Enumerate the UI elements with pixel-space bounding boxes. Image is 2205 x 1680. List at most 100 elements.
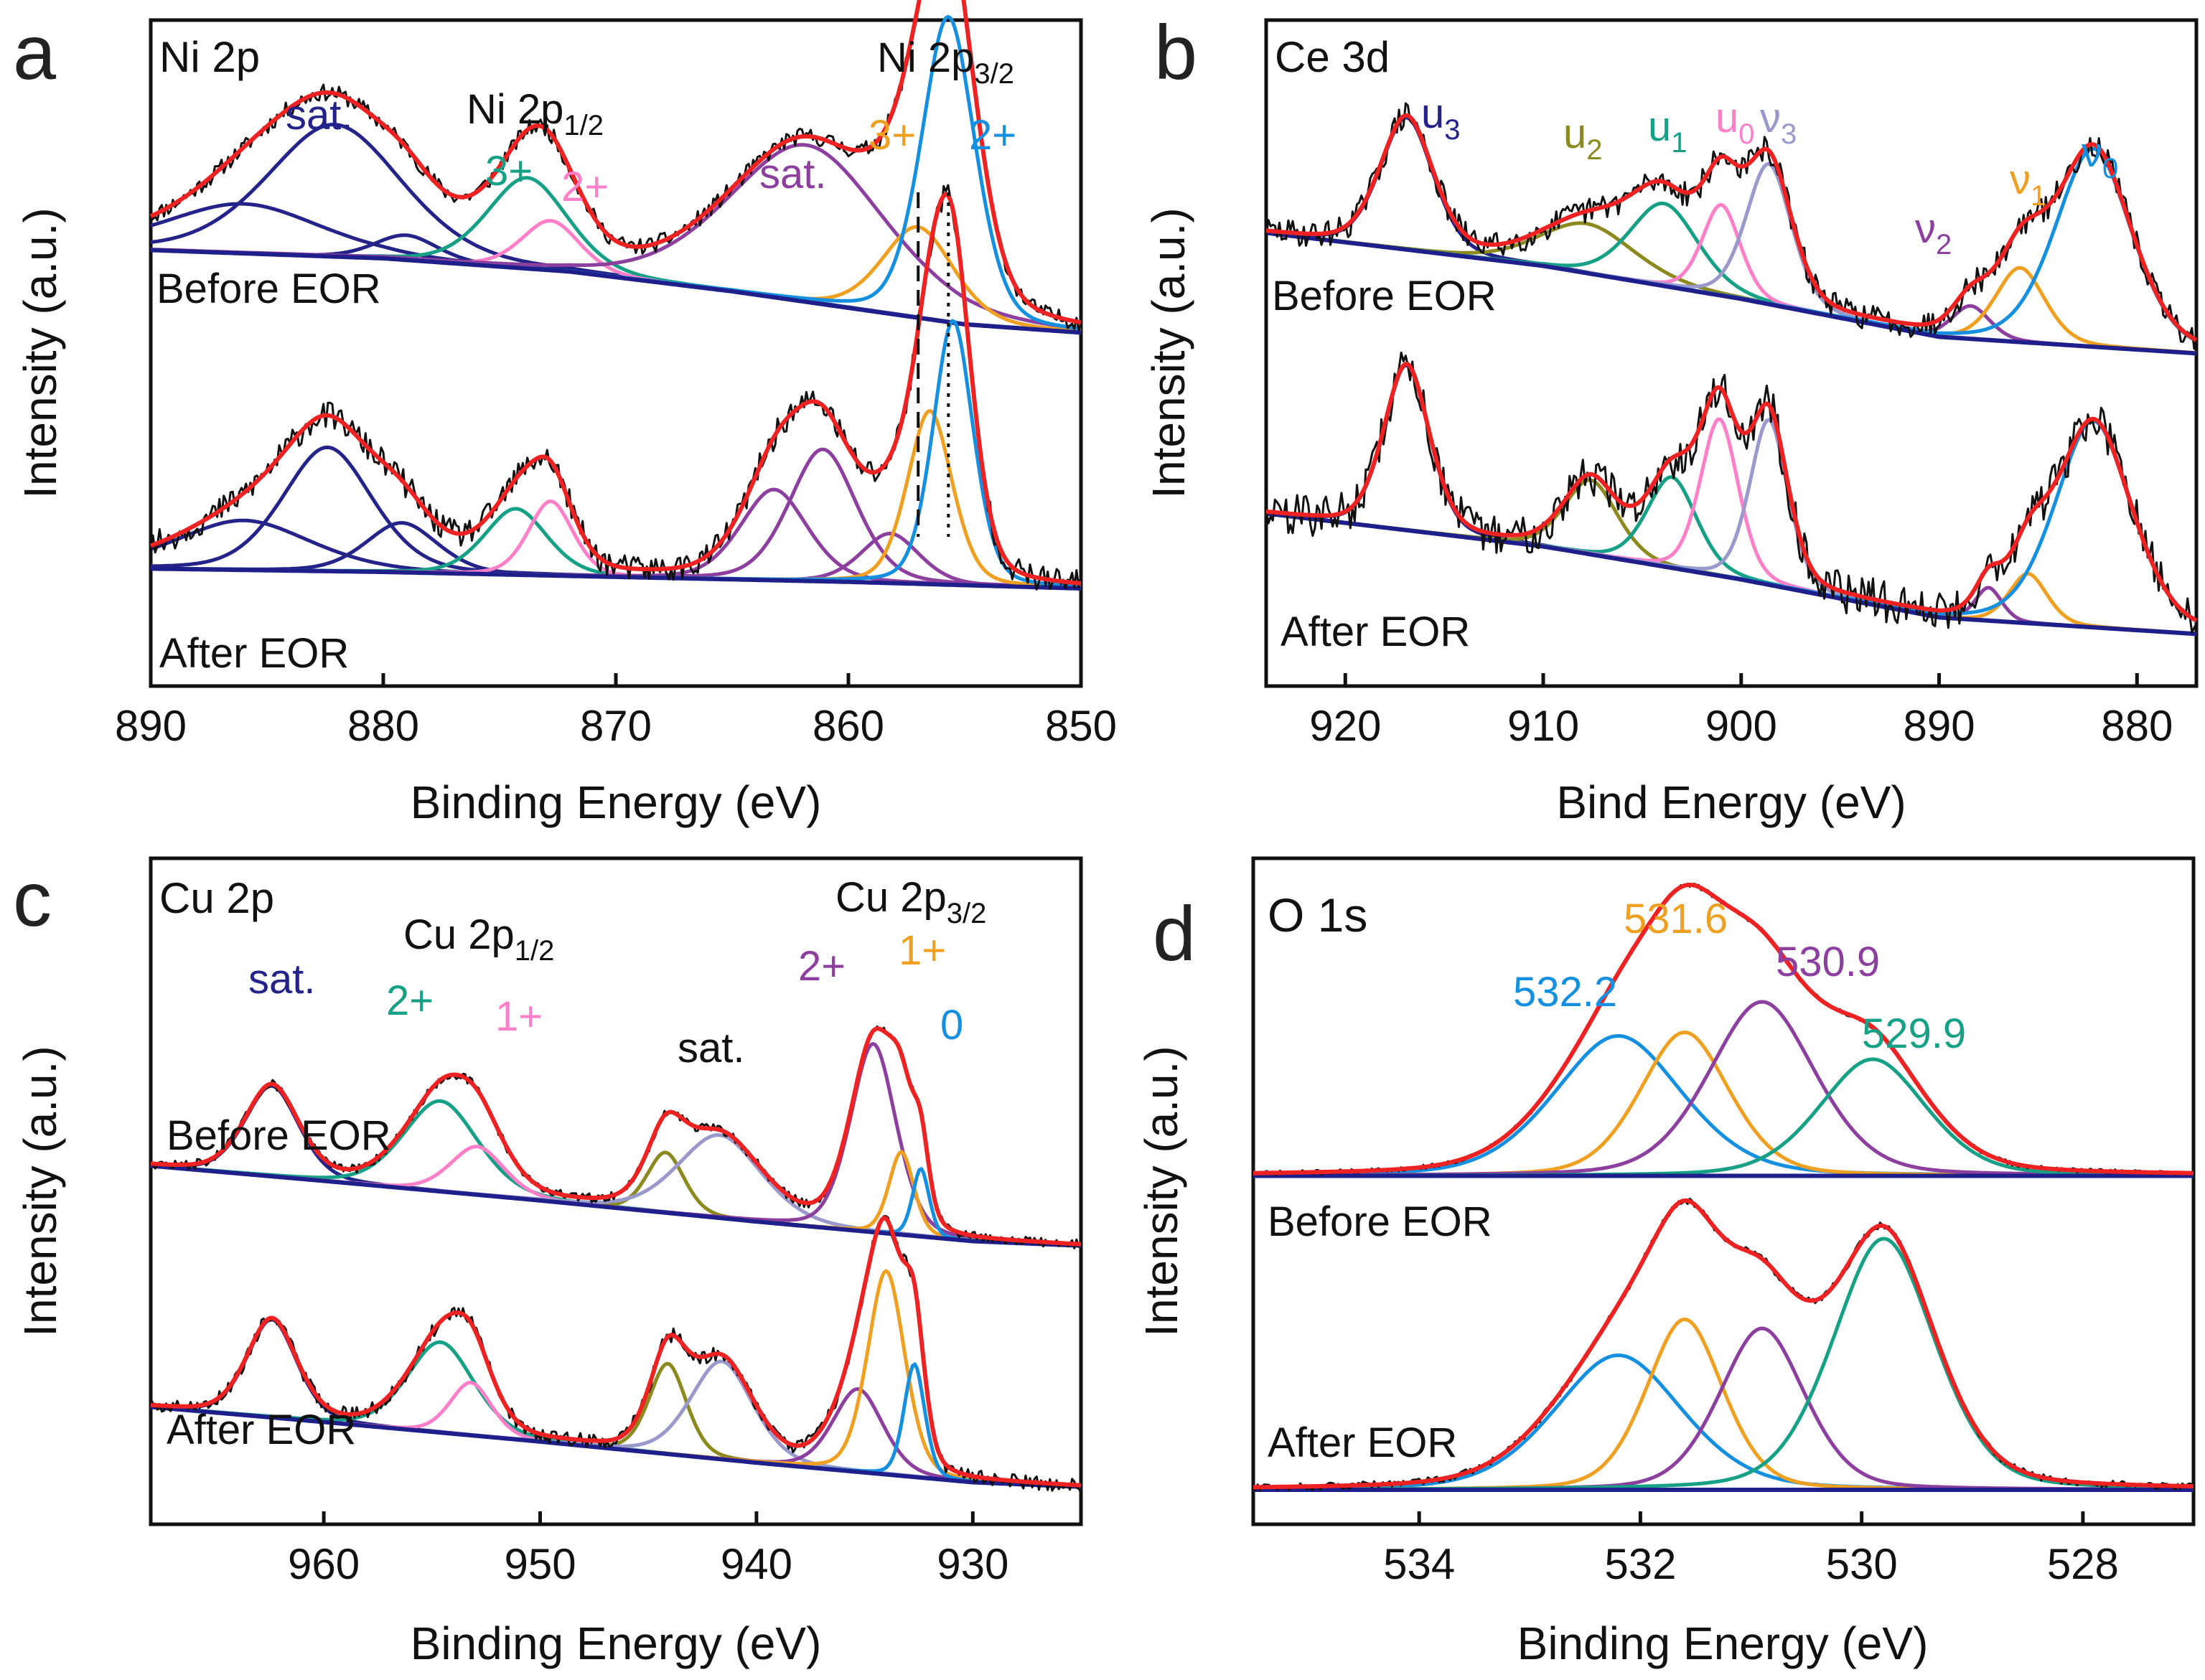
- v3-sub: 3: [1781, 118, 1797, 150]
- v3-main: ν: [1760, 95, 1781, 141]
- y-axis-title-b: Intensity (a.u.): [1143, 207, 1194, 499]
- x-ticks-a: 890 880 870 860 850: [115, 673, 1117, 750]
- x-tick-label: 890: [115, 702, 187, 750]
- envelope-fit-after: [150, 1216, 1082, 1488]
- peak-label-sat-navy-a: sat.: [286, 92, 353, 139]
- peak-label-u3: u3: [1421, 90, 1461, 146]
- x-tick-label: 930: [937, 1540, 1008, 1588]
- u0-sub: 0: [1738, 118, 1754, 150]
- x-ticks-c: 960 950 940 930: [288, 1511, 1008, 1588]
- peak-label-v1: ν1: [2010, 156, 2046, 212]
- envelope-fit-before: [149, 0, 1082, 325]
- envelope-fit-after: [1253, 1198, 2194, 1490]
- peak-label-sat-purple-a: sat.: [759, 151, 827, 197]
- background-line-before: [1265, 230, 2197, 356]
- x-tick-label: 920: [1309, 702, 1381, 750]
- component-peak-u0-after: [1265, 417, 2197, 636]
- panel-b: b Ce 3d 920 910 900 890 880 Bind Energy (eV)…: [1143, 9, 2199, 828]
- ni2p32-main: Ni 2p: [877, 34, 974, 81]
- peak-label-532-2: 532.2: [1513, 969, 1617, 1015]
- u3-main: u: [1421, 90, 1444, 137]
- peak-label-cu2p12: Cu 2p1/2: [403, 911, 554, 967]
- background-line-after: [150, 1404, 1082, 1489]
- x-tick-label: 910: [1507, 702, 1579, 750]
- sample-label-after-d: After EOR: [1268, 1419, 1457, 1466]
- background-line-before: [150, 1163, 1082, 1248]
- curves-d: [1253, 882, 2194, 1492]
- u1-main: u: [1648, 103, 1671, 150]
- peak-label-sat-navy-c: sat.: [248, 956, 316, 1003]
- panel-letter-c: c: [13, 855, 52, 942]
- y-axis-title-d: Intensity (a.u.): [1136, 1046, 1187, 1337]
- x-axis-title-b: Bind Energy (eV): [1556, 776, 1906, 828]
- x-axis-title-a: Binding Energy (eV): [411, 776, 822, 828]
- u3-sub: 3: [1444, 114, 1460, 146]
- x-tick-label: 528: [2047, 1540, 2119, 1588]
- peak-label-2plus-pink-a: 2+: [561, 164, 609, 210]
- y-axis-title-a: Intensity (a.u.): [14, 207, 66, 499]
- plot-frame-d: [1251, 856, 2196, 1526]
- u1-sub: 1: [1671, 127, 1687, 159]
- u2-main: u: [1563, 111, 1586, 157]
- x-tick-label: 880: [347, 702, 419, 750]
- panel-title-a: Ni 2p: [159, 33, 260, 81]
- ni2p12-main: Ni 2p: [467, 86, 563, 133]
- background-line-after: [151, 566, 1082, 591]
- u2-sub: 2: [1586, 134, 1602, 166]
- curves-c: [149, 1025, 1082, 1493]
- envelope-fit-before: [1253, 882, 2194, 1175]
- curves-b: [1265, 102, 2198, 637]
- panel-c: c Cu 2p 960 950 940 930 Binding Energy (eV)…: [13, 855, 1083, 1669]
- component-peak-2-after: [150, 319, 1082, 588]
- x-tick-label: 880: [2101, 702, 2173, 750]
- envelope-fit-after: [149, 192, 1082, 586]
- peak-label-531-6: 531.6: [1624, 896, 1728, 942]
- raw-data-after: [149, 184, 1082, 591]
- cu2p12-sub: 1/2: [515, 935, 555, 967]
- sample-label-before-b: Before EOR: [1272, 273, 1497, 319]
- peak-label-1plus-pink-c: 1+: [495, 993, 543, 1040]
- panel-d: d O 1s 534 532 530 528 Binding Energy (eV) …: [1136, 856, 2196, 1669]
- peak-label-v2: ν2: [1915, 205, 1952, 261]
- sample-label-before-d: Before EOR: [1268, 1198, 1492, 1245]
- sample-label-after-b: After EOR: [1281, 609, 1470, 655]
- x-tick-label: 860: [813, 702, 884, 750]
- x-tick-label: 532: [1604, 1540, 1676, 1588]
- x-tick-label: 950: [504, 1540, 576, 1588]
- peak-label-v3: ν3: [1760, 95, 1797, 150]
- peak-label-2plus-green-c: 2+: [386, 977, 434, 1024]
- ni2p12-sub: 1/2: [563, 110, 604, 141]
- x-tick-label: 900: [1705, 702, 1777, 750]
- x-tick-label: 940: [721, 1540, 792, 1588]
- x-tick-label: 890: [1903, 702, 1975, 750]
- peak-label-cu2p32: Cu 2p3/2: [835, 874, 986, 929]
- x-tick-label: 530: [1826, 1540, 1898, 1588]
- peak-label-ni2p12: Ni 2p1/2: [467, 86, 604, 141]
- sample-label-before-a: Before EOR: [156, 266, 381, 312]
- v1-sub: 1: [2031, 180, 2046, 212]
- peak-label-ni2p32: Ni 2p3/2: [877, 34, 1014, 90]
- panel-letter-d: d: [1153, 890, 1196, 977]
- envelope-fit-after: [1265, 362, 2198, 623]
- u0-main: u: [1715, 95, 1738, 141]
- peak-label-529-9: 529.9: [1862, 1010, 1966, 1057]
- background-line-before: [150, 248, 1082, 335]
- component-peak-5316-before: [1253, 1031, 2194, 1178]
- x-tick-label: 534: [1383, 1540, 1455, 1588]
- x-ticks-b: 920 910 900 890 880: [1309, 673, 2173, 750]
- x-axis-title-d: Binding Energy (eV): [1517, 1618, 1929, 1669]
- peak-label-v0: ν0: [2082, 129, 2118, 184]
- peak-label-3plus-orange-a: 3+: [869, 112, 916, 159]
- panel-a: a Ni 2p 890 880 870 860 850 Binding Energy (…: [13, 0, 1117, 828]
- sample-label-after-c: After EOR: [167, 1407, 356, 1453]
- sample-label-before-c: Before EOR: [167, 1112, 391, 1159]
- plot-frame-c: [149, 856, 1083, 1526]
- v0-sub: 0: [2102, 153, 2118, 184]
- peak-label-530-9: 530.9: [1776, 939, 1880, 985]
- envelope-fit-before: [150, 1026, 1082, 1247]
- peak-label-0-blue-c: 0: [940, 1002, 963, 1048]
- panel-title-d: O 1s: [1268, 888, 1367, 942]
- x-tick-label: 960: [288, 1540, 360, 1588]
- v2-sub: 2: [1936, 229, 1952, 261]
